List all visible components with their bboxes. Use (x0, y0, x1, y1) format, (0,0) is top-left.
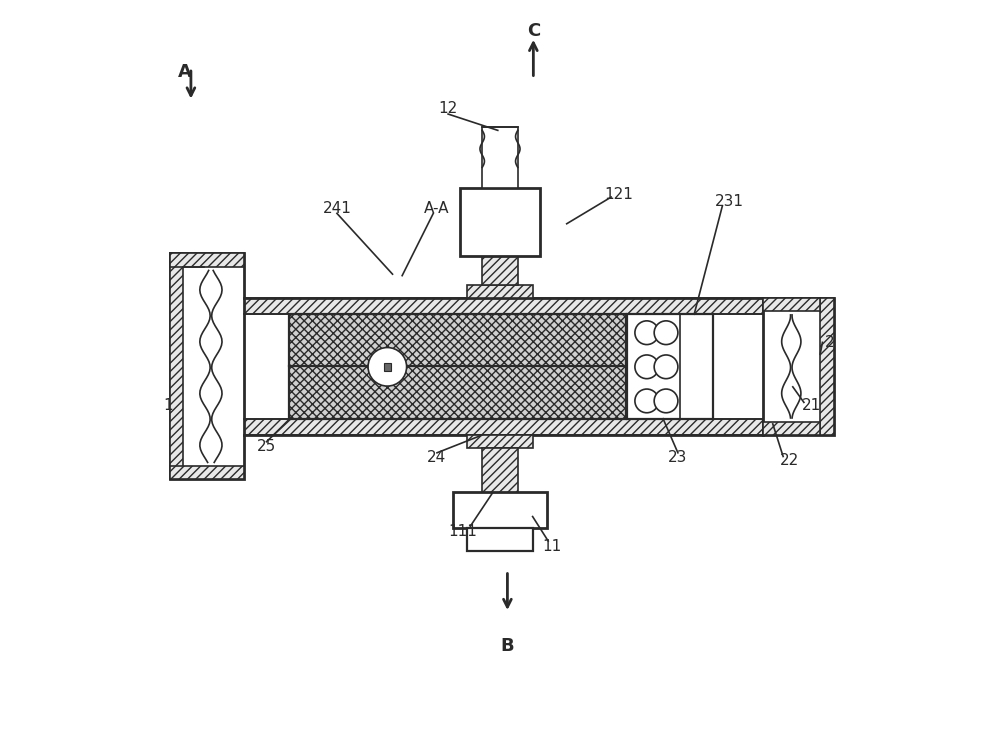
Bar (170, 254, 244, 267)
Bar (453, 492, 547, 527)
Circle shape (654, 355, 678, 379)
Text: 22: 22 (779, 453, 799, 469)
Bar (820, 298, 834, 435)
Circle shape (635, 321, 659, 344)
Bar (467, 284, 533, 298)
Bar (244, 314, 763, 419)
Bar (482, 449, 518, 493)
Bar (170, 254, 244, 479)
Text: C: C (527, 22, 540, 40)
Text: 23: 23 (668, 449, 688, 465)
Text: B: B (501, 638, 514, 655)
Text: 241: 241 (322, 202, 351, 217)
Text: 111: 111 (449, 524, 477, 539)
Bar (460, 188, 540, 257)
Text: 1: 1 (163, 398, 173, 413)
Bar (289, 314, 626, 419)
Bar (482, 257, 518, 284)
Text: 2: 2 (825, 335, 835, 350)
Bar (763, 422, 820, 435)
Text: A: A (178, 62, 192, 81)
Text: 25: 25 (257, 439, 276, 454)
Bar (763, 298, 820, 311)
Bar (627, 314, 713, 419)
Text: 231: 231 (715, 194, 744, 209)
Bar (467, 435, 533, 449)
Bar (170, 254, 183, 479)
Circle shape (654, 389, 678, 413)
Circle shape (635, 389, 659, 413)
Bar (170, 466, 244, 479)
Text: A-A: A-A (424, 202, 450, 217)
Bar (384, 363, 391, 371)
Bar (244, 298, 763, 314)
Bar (482, 127, 518, 188)
Circle shape (654, 321, 678, 344)
Text: 24: 24 (427, 449, 447, 465)
Bar (244, 419, 763, 435)
Bar (763, 298, 834, 435)
Text: 11: 11 (542, 539, 562, 554)
Text: 12: 12 (438, 101, 458, 116)
Bar (467, 527, 533, 551)
Text: 21: 21 (802, 398, 821, 413)
Circle shape (635, 355, 659, 379)
Circle shape (368, 347, 407, 386)
Text: 121: 121 (604, 187, 633, 202)
